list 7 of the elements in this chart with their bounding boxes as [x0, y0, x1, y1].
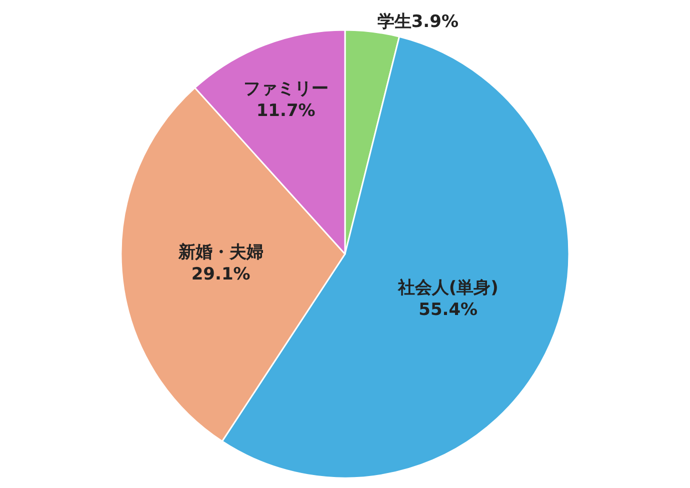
- slice-label: ファミリー: [243, 79, 328, 100]
- data-label: 11.7%: [256, 101, 316, 122]
- slice-label: 社会人(単身): [396, 278, 498, 298]
- slice-label: 学生3.9%: [377, 12, 459, 32]
- data-label: 55.4%: [418, 300, 478, 320]
- slice-label: 新婚・夫婦: [177, 242, 264, 263]
- data-label: 29.1%: [191, 264, 250, 285]
